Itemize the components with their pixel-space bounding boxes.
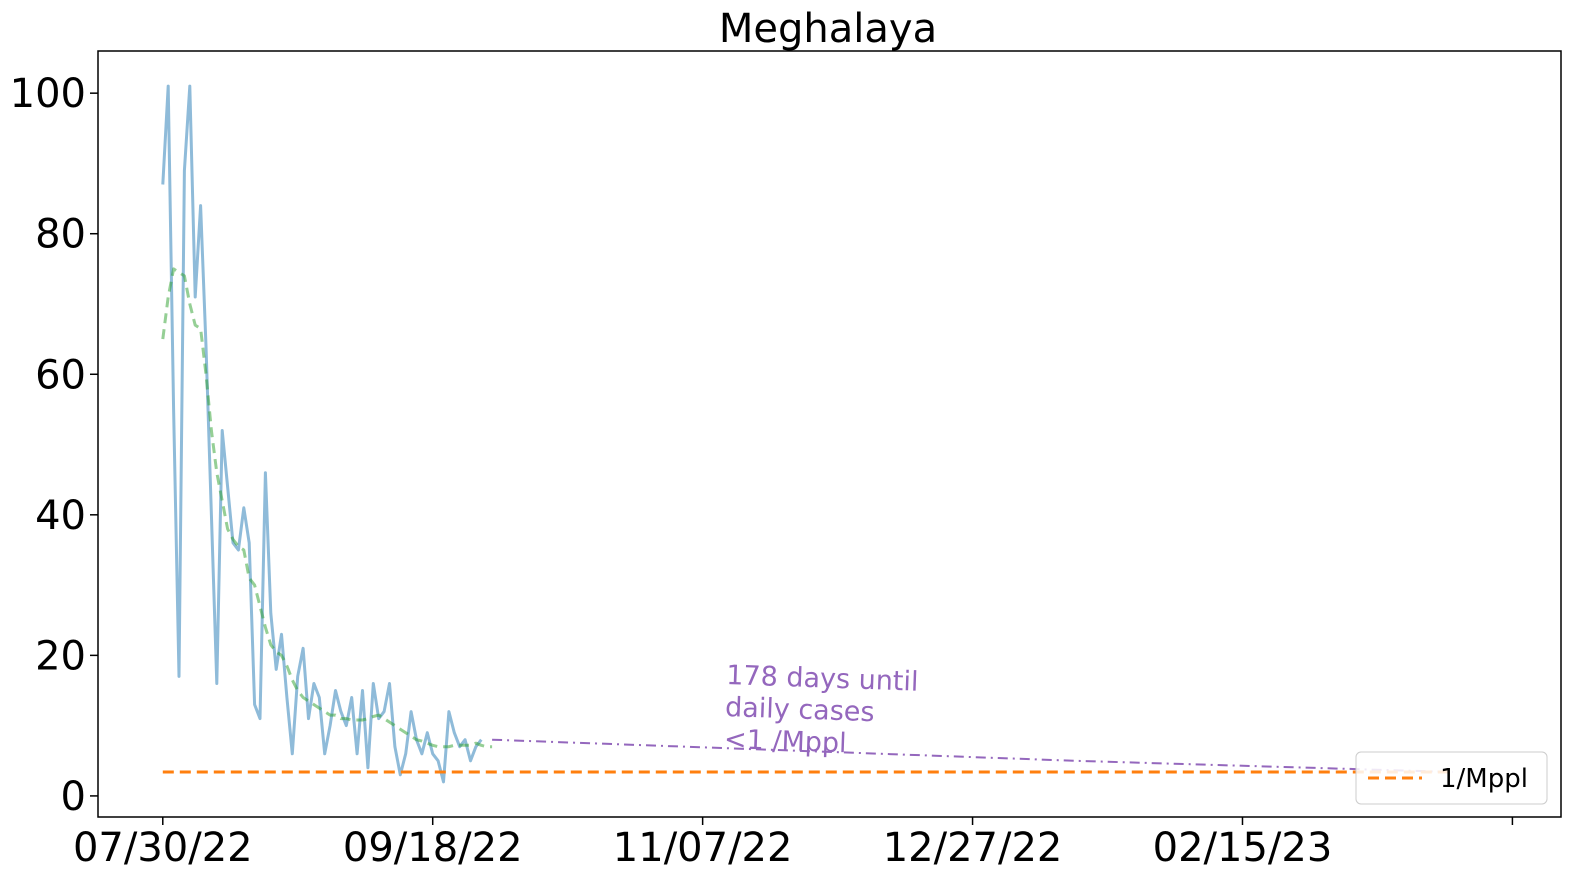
- x-tick-label: 02/15/23: [1153, 825, 1333, 871]
- y-tick-label: 0: [61, 774, 86, 820]
- plot-frame: [97, 50, 1562, 818]
- axes-layer: 0 20 40 60 80 100 07/30/22 09/18/22 11/07/22 12/2…: [10, 50, 1562, 871]
- x-tick-label: 07/30/22: [73, 825, 253, 871]
- annotation-line: 178 days until: [726, 660, 919, 698]
- y-tick-label: 100: [10, 71, 86, 117]
- x-tick-label: 11/07/22: [613, 825, 793, 871]
- legend-label: 1/Mppl: [1440, 764, 1528, 794]
- legend: 1/Mppl: [1355, 751, 1548, 805]
- series-line-7-day-average: [161, 267, 493, 749]
- chart-title: Meghalaya: [719, 6, 937, 52]
- legend-box: [1355, 751, 1548, 805]
- series-line-projection: [492, 738, 1454, 773]
- y-tick-label: 40: [35, 493, 86, 539]
- annotation-line: daily cases: [725, 692, 875, 728]
- annotation-line: <1 /Mppl: [724, 724, 848, 759]
- x-tick-label: 09/18/22: [343, 825, 523, 871]
- y-tick-label: 20: [35, 633, 86, 679]
- series-line-daily: [161, 84, 483, 784]
- y-tick-label: 60: [35, 352, 86, 398]
- y-tick-label: 80: [35, 212, 86, 258]
- series-layer: [161, 84, 1454, 784]
- x-tick-label: 12/27/22: [883, 825, 1063, 871]
